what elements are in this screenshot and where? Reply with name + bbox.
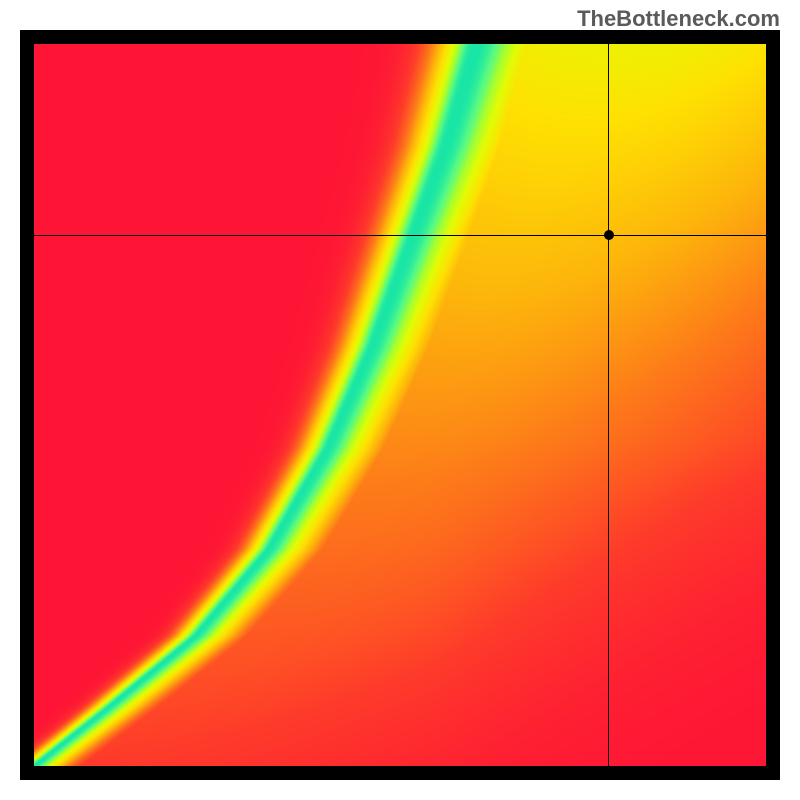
chart-frame	[20, 30, 780, 780]
crosshair-vertical	[608, 30, 609, 780]
crosshair-horizontal	[20, 235, 780, 236]
heatmap-canvas	[34, 44, 766, 766]
watermark-text: TheBottleneck.com	[577, 6, 780, 32]
crosshair-marker	[604, 230, 614, 240]
